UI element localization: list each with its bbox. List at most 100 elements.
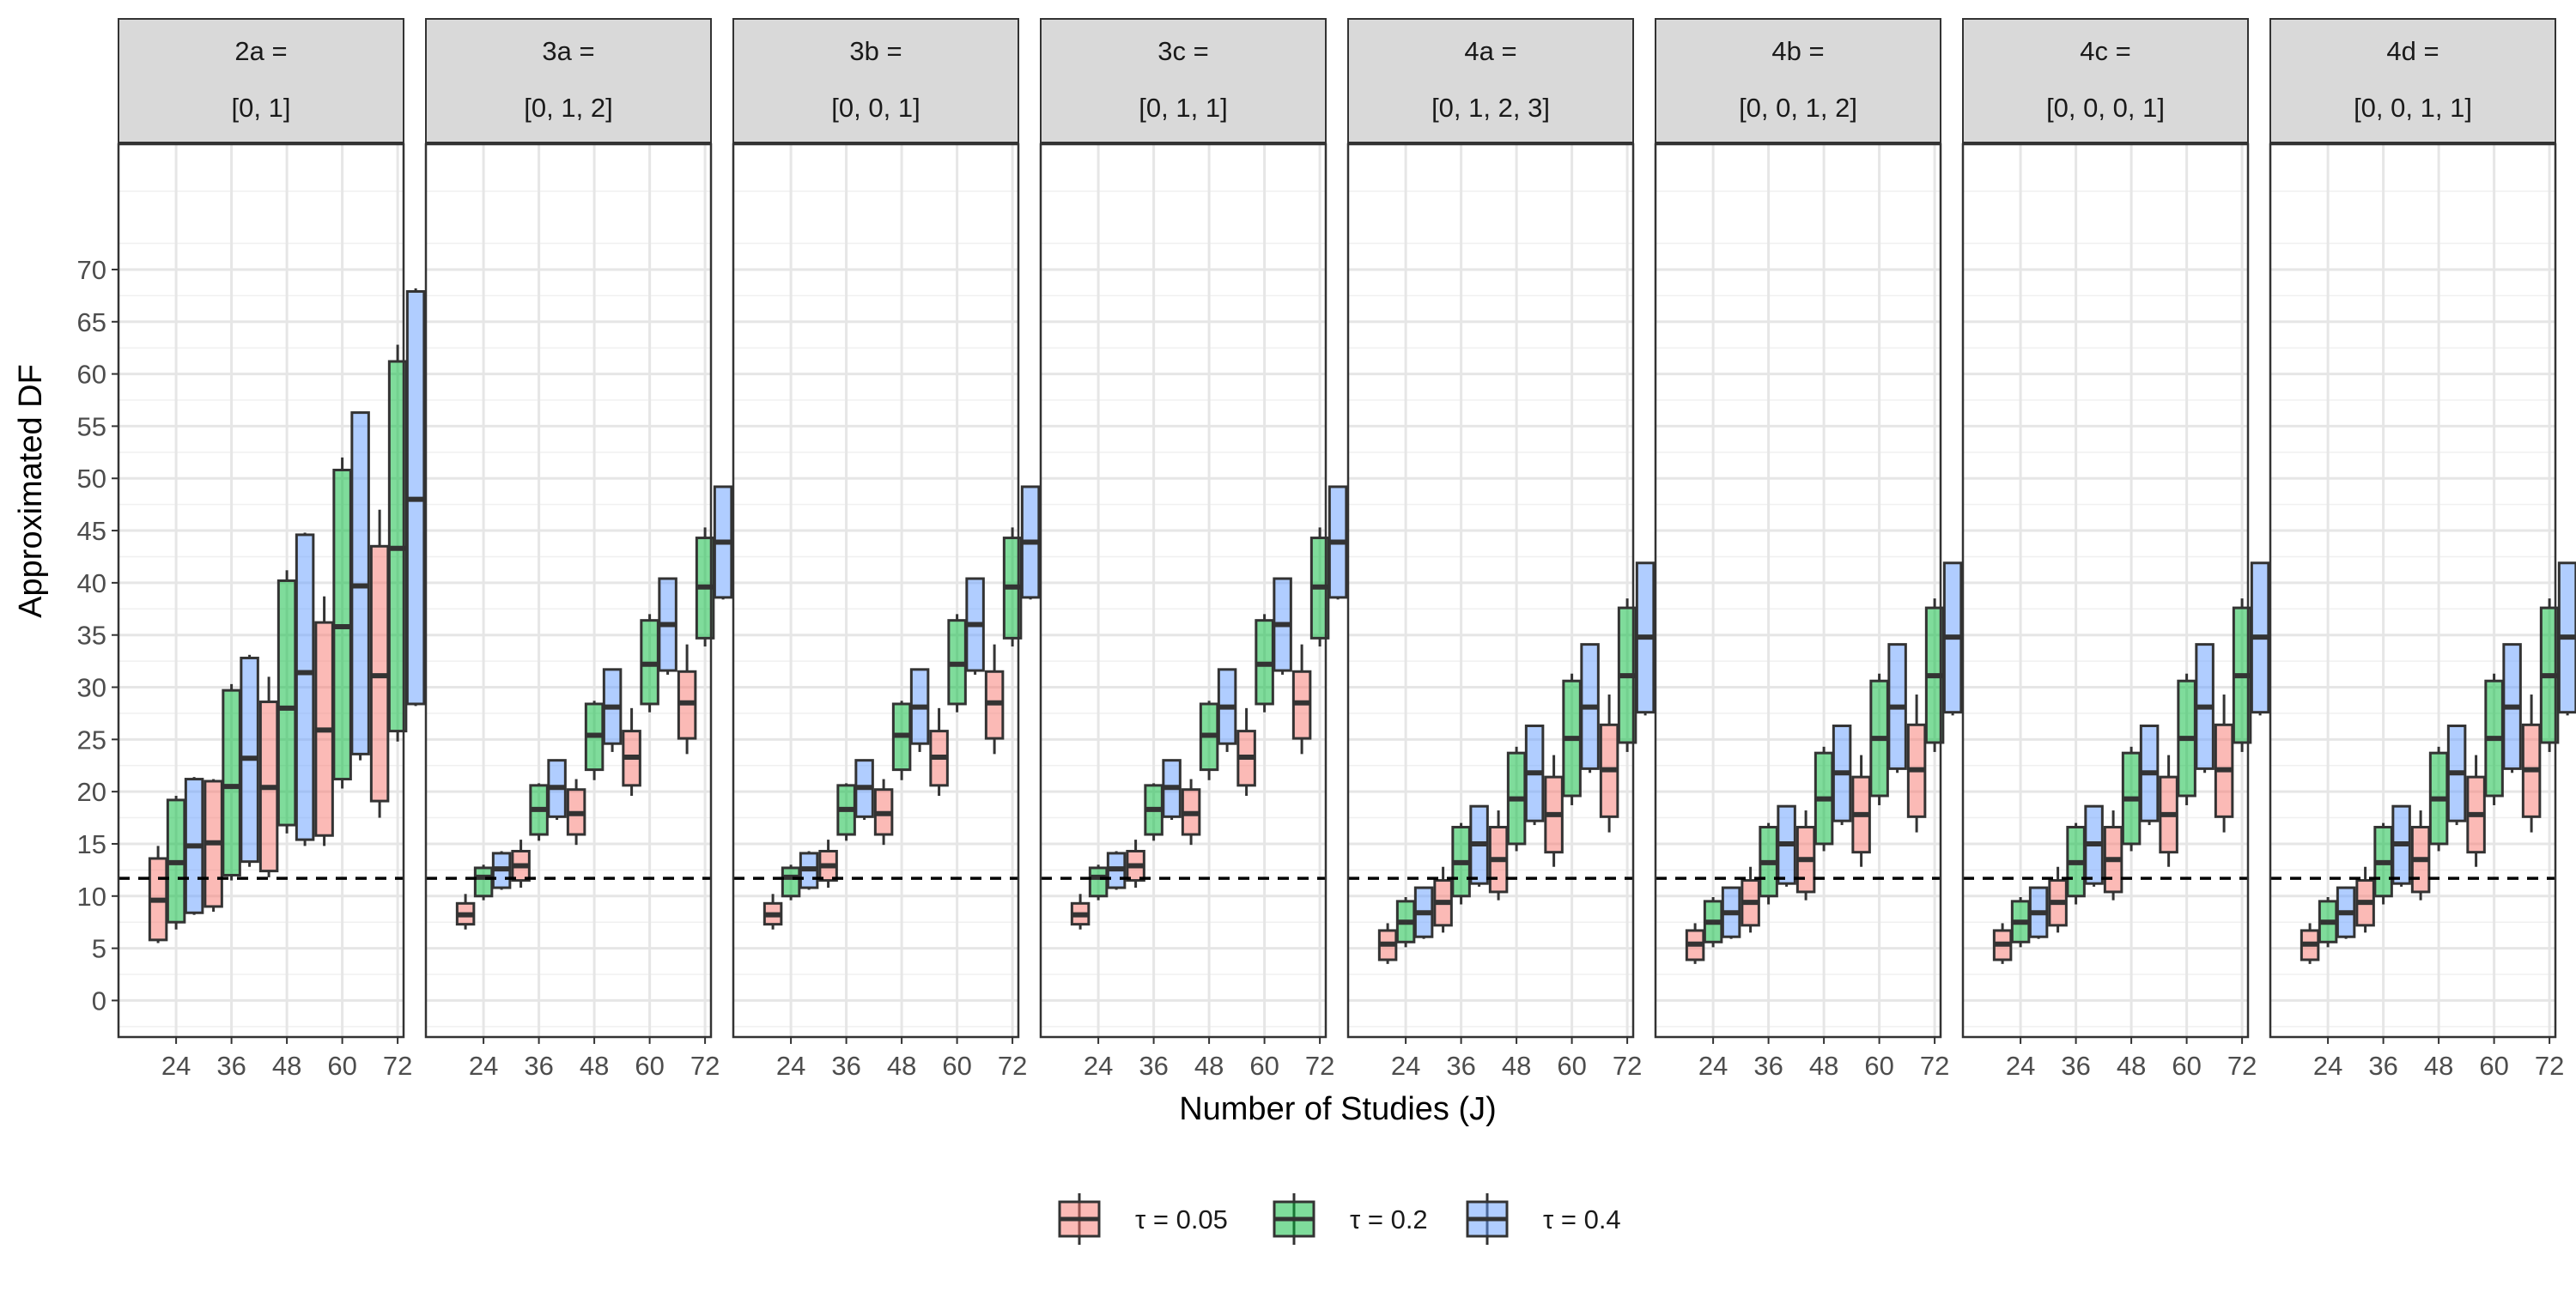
box bbox=[1070, 894, 1091, 930]
box bbox=[529, 783, 549, 841]
box bbox=[2502, 643, 2522, 773]
y-tick-label: 20 bbox=[77, 777, 106, 807]
box bbox=[2484, 673, 2504, 805]
x-axis-title: Number of Studies (J) bbox=[1179, 1091, 1497, 1127]
strip-title-line2: [0, 1, 2, 3] bbox=[1431, 93, 1550, 123]
x-tick-label: 72 bbox=[2227, 1051, 2257, 1081]
legend-item: τ = 0.2 bbox=[1273, 1193, 1428, 1245]
strip-title-line2: [0, 1] bbox=[232, 93, 291, 123]
y-tick-label: 45 bbox=[77, 516, 106, 546]
x-tick-label: 36 bbox=[524, 1051, 553, 1081]
box bbox=[1832, 725, 1852, 826]
box bbox=[2557, 561, 2576, 716]
box bbox=[2177, 673, 2196, 805]
box bbox=[1617, 598, 1637, 752]
box bbox=[909, 668, 930, 752]
strip-title-line2: [0, 0, 1, 1] bbox=[2354, 93, 2472, 123]
y-tick-label: 5 bbox=[92, 934, 106, 964]
box bbox=[295, 532, 315, 846]
box bbox=[491, 851, 512, 890]
box bbox=[204, 779, 223, 913]
box bbox=[1544, 755, 1564, 867]
box bbox=[1942, 561, 1963, 716]
box bbox=[984, 644, 1005, 755]
box bbox=[1488, 810, 1509, 901]
panels: 2a = [0, 1] 24 36 48 60 72 3a = [0, 1, 2] 24 36 48 6… bbox=[117, 18, 2576, 1081]
box bbox=[240, 654, 259, 867]
box bbox=[2214, 695, 2234, 833]
box bbox=[350, 411, 370, 761]
box bbox=[2373, 822, 2393, 905]
box bbox=[455, 894, 476, 930]
y-tick-label: 50 bbox=[77, 464, 106, 494]
box bbox=[184, 777, 204, 915]
strip-title-line1: 2a = bbox=[234, 36, 287, 66]
panel: 4c = [0, 0, 0, 1] 24 36 48 60 72 bbox=[1961, 18, 2270, 1081]
panel-border bbox=[1346, 143, 1635, 1039]
panel: 3c = [0, 1, 1] 24 36 48 60 72 bbox=[1039, 18, 1348, 1081]
strip-title-line2: [0, 0, 1] bbox=[831, 93, 920, 123]
x-tick-label: 60 bbox=[1249, 1051, 1279, 1081]
box bbox=[622, 707, 641, 797]
box bbox=[1377, 923, 1398, 964]
box bbox=[369, 509, 390, 818]
x-tick-label: 72 bbox=[2535, 1051, 2564, 1081]
box bbox=[511, 840, 531, 889]
x-tick-label: 48 bbox=[1809, 1051, 1838, 1081]
box bbox=[2336, 886, 2356, 939]
box bbox=[762, 894, 783, 930]
x-tick-label: 60 bbox=[942, 1051, 971, 1081]
plot-background bbox=[1656, 144, 1941, 1037]
box-body bbox=[295, 533, 315, 841]
box bbox=[781, 864, 801, 901]
box bbox=[1851, 755, 1871, 867]
plot-background bbox=[2270, 144, 2555, 1037]
box bbox=[640, 614, 659, 713]
box-body bbox=[350, 411, 370, 755]
y-tick-label: 10 bbox=[77, 882, 106, 912]
box bbox=[2410, 810, 2431, 901]
box bbox=[1126, 840, 1145, 889]
box bbox=[2355, 866, 2375, 933]
x-tick-label: 60 bbox=[327, 1051, 356, 1081]
box bbox=[1887, 643, 1907, 773]
box bbox=[1759, 822, 1778, 905]
strip-background bbox=[1347, 18, 1634, 143]
box-body bbox=[1088, 866, 1109, 898]
x-tick-label: 36 bbox=[1139, 1051, 1168, 1081]
box bbox=[1721, 886, 1741, 939]
x-tick-label: 72 bbox=[1305, 1051, 1334, 1081]
box bbox=[1291, 644, 1312, 755]
box bbox=[166, 796, 186, 930]
x-tick-label: 60 bbox=[635, 1051, 664, 1081]
x-tick-label: 48 bbox=[2117, 1051, 2146, 1081]
x-tick-label: 24 bbox=[1698, 1051, 1728, 1081]
panel: 3a = [0, 1, 2] 24 36 48 60 72 bbox=[424, 18, 733, 1081]
box bbox=[713, 485, 733, 600]
box bbox=[2195, 643, 2215, 773]
box bbox=[677, 644, 697, 755]
x-tick-label: 24 bbox=[2313, 1051, 2342, 1081]
box bbox=[1181, 779, 1201, 846]
box bbox=[1524, 725, 1545, 826]
box bbox=[602, 668, 623, 752]
box bbox=[1635, 561, 1656, 716]
box bbox=[1273, 577, 1292, 675]
box bbox=[1741, 866, 1760, 933]
y-tick-label: 35 bbox=[77, 621, 106, 651]
box bbox=[2466, 755, 2486, 867]
box bbox=[332, 457, 352, 789]
legend: τ = 0.05 τ = 0.2 τ = 0.4 bbox=[1058, 1193, 1621, 1245]
box bbox=[2428, 746, 2449, 852]
box bbox=[148, 846, 168, 943]
x-tick-label: 60 bbox=[2479, 1051, 2508, 1081]
x-tick-label: 36 bbox=[831, 1051, 860, 1081]
x-tick-label: 48 bbox=[887, 1051, 916, 1081]
box-body bbox=[222, 688, 241, 876]
panel-border bbox=[424, 143, 713, 1039]
y-tick-label: 0 bbox=[92, 986, 106, 1016]
box bbox=[1199, 701, 1219, 780]
x-tick-label: 24 bbox=[776, 1051, 805, 1081]
box bbox=[1002, 527, 1023, 647]
